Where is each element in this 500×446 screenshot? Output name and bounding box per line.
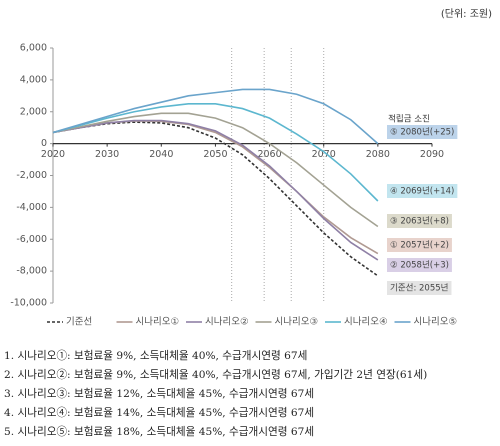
series-line: [52, 121, 379, 277]
series-line: [52, 88, 379, 145]
end-label: ① 2057년(+2): [387, 238, 452, 252]
x-tick-label: 2060: [257, 149, 281, 160]
y-tick-label: -4,000: [16, 202, 47, 213]
annotation: 적립금 소진: [388, 114, 430, 125]
end-label-text: ③ 2063년(+8): [390, 216, 449, 227]
y-tick-label: 4,000: [20, 74, 47, 85]
end-label: ④ 2069년(+14): [387, 184, 458, 198]
y-tick-label: -6,000: [16, 234, 47, 245]
y-tick-label: 6,000: [20, 43, 47, 54]
legend-label: 시나리오②: [205, 317, 248, 328]
footnote: 1. 시나리오①: 보험료율 9%, 소득대체율 40%, 수급개시연령 67세: [4, 350, 307, 362]
end-label-box: [387, 258, 452, 272]
x-tick-label: 2040: [149, 149, 173, 160]
y-tick-label: -10,000: [10, 298, 47, 309]
end-label-text: ② 2058년(+3): [390, 260, 449, 271]
end-label-box: [387, 281, 452, 295]
y-tick-label: 0: [41, 138, 47, 149]
x-tick-label: 2080: [366, 149, 390, 160]
end-label: ② 2058년(+3): [387, 258, 452, 272]
end-label-box: [387, 214, 452, 228]
series-line: [52, 102, 379, 202]
x-tick-label: 2050: [203, 149, 227, 160]
y-tick-label: -8,000: [16, 266, 47, 277]
legend-label: 시나리오①: [136, 317, 179, 328]
end-label-text: 기준선: 2055년: [390, 283, 448, 294]
end-label-text: ① 2057년(+2): [390, 240, 449, 251]
footnote: 3. 시나리오③: 보험료율 12%, 소득대체율 45%, 수급개시연령 67…: [4, 388, 314, 400]
y-tick-label: -2,000: [16, 170, 47, 181]
end-label: ⑤ 2080년(+25): [387, 125, 458, 139]
unit-note: (단위: 조원): [441, 7, 492, 20]
legend-label: 시나리오③: [275, 317, 318, 328]
end-label-box: [387, 184, 458, 198]
series-line: [52, 119, 379, 261]
x-tick-label: 2020: [41, 149, 65, 160]
legend-label: 시나리오⑤: [414, 317, 457, 328]
end-label-box: [387, 125, 458, 139]
series-line: [52, 112, 379, 228]
end-label-box: [387, 238, 452, 252]
x-tick-label: 2090: [420, 149, 444, 160]
footnote: 2. 시나리오②: 보험료율 9%, 소득대체율 40%, 수급개시연령 67세…: [4, 368, 427, 381]
x-tick-label: 2070: [312, 149, 336, 160]
footnote: 4. 시나리오④: 보험료율 14%, 소득대체율 45%, 수급개시연령 67…: [4, 407, 314, 419]
y-tick-label: 2,000: [20, 106, 47, 117]
end-label: 기준선: 2055년: [387, 281, 452, 295]
x-tick-label: 2030: [95, 149, 119, 160]
legend-label: 시나리오④: [344, 317, 387, 328]
end-label: ③ 2063년(+8): [387, 214, 452, 228]
end-label-text: ⑤ 2080년(+25): [390, 127, 454, 138]
series-line: [52, 120, 379, 255]
footnote: 5. 시나리오⑤: 보험료율 18%, 소득대체율 45%, 수급개시연령 67…: [4, 426, 314, 438]
end-label-text: ④ 2069년(+14): [390, 186, 454, 197]
legend-label: 기준선: [66, 317, 92, 328]
